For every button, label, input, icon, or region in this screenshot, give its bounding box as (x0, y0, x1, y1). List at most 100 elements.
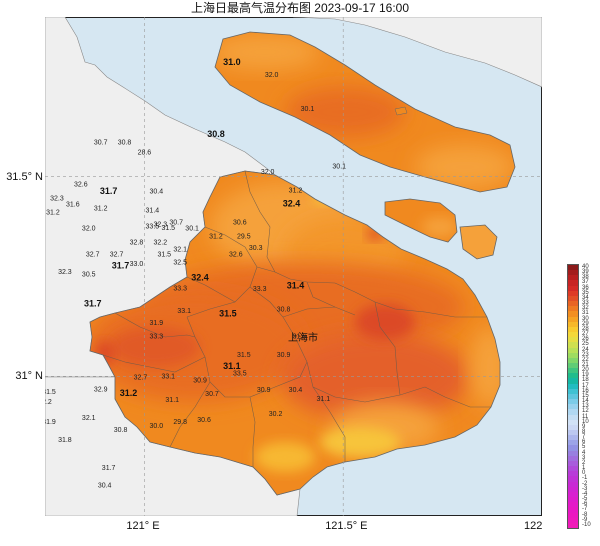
station-temp-label: 30.4 (150, 188, 164, 195)
colorbar-tick-label: 25 (582, 341, 589, 348)
colorbar-cell (568, 311, 578, 318)
station-temp-label: 32.1 (82, 415, 96, 422)
colorbar-cell (568, 357, 578, 364)
colorbar-tick-label: 38 (582, 274, 589, 281)
district-temp-label: 31.4 (287, 280, 305, 290)
colorbar-cell (568, 450, 578, 457)
colorbar-cell (568, 409, 578, 416)
colorbar-tick-label: 32 (582, 305, 589, 312)
station-temp-label: 31.1 (165, 397, 179, 404)
station-temp-label: 29.8 (173, 419, 187, 426)
station-temp-label: 31.4 (146, 208, 160, 215)
colorbar-tick-label: -4 (582, 490, 588, 497)
station-temp-label: 31.5 (237, 352, 251, 359)
colorbar-tick-label: -8 (582, 511, 588, 518)
colorbar-cell (568, 399, 578, 405)
colorbar-cell (568, 460, 578, 467)
district-temp-label: 32.4 (283, 199, 301, 209)
colorbar-tick-label: -7 (582, 506, 588, 513)
station-temp-label: 30.8 (118, 140, 132, 147)
colorbar-cell (568, 455, 578, 462)
colorbar-cell (568, 368, 578, 374)
colorbar-tick-label: 30 (582, 315, 589, 322)
station-temp-label: 32.5 (173, 260, 187, 267)
district-temp-label: 31.5 (219, 308, 237, 318)
colorbar-tick-label: -5 (582, 496, 588, 503)
station-temp-label: 29.5 (237, 234, 251, 241)
district-temp-label: 31.1 (223, 361, 241, 371)
station-temp-label: 33.5 (146, 224, 160, 231)
colorbar-cell (568, 388, 578, 395)
station-temp-label: 31.2 (94, 206, 108, 213)
y-tick-label: 31.5° N (6, 170, 43, 183)
station-temp-label: 32.1 (173, 247, 187, 254)
colorbar-tick-label: -1 (582, 475, 588, 482)
colorbar-cell (568, 295, 578, 302)
station-temp-label: 30.5 (82, 271, 96, 278)
colorbar-tick-label: 21 (582, 361, 589, 368)
station-temp-label: 30.9 (257, 387, 271, 394)
colorbar-cell (568, 301, 578, 307)
station-temp-label: 30.3 (249, 245, 263, 252)
x-tick-label: 121° E (126, 520, 160, 532)
station-temp-label: 30.2 (269, 411, 283, 418)
colorbar-tick-label: 19 (582, 372, 589, 379)
colorbar-tick-label: 14 (582, 398, 589, 405)
station-temp-label: 32.7 (134, 374, 148, 381)
station-temp-label: 31.2 (289, 188, 303, 195)
x-tick-label: 121.5° E (325, 520, 368, 532)
colorbar-tick-label: 10 (582, 418, 589, 425)
station-temp-label: 32.7 (110, 252, 124, 259)
station-temp-label: 31.1 (317, 396, 331, 403)
station-temp-label: 33.5 (233, 370, 247, 377)
colorbar-tick-label: 11 (582, 413, 589, 420)
station-temp-label: 32.9 (94, 386, 108, 393)
colorbar-tick-label: 5 (582, 444, 586, 451)
colorbar (567, 264, 579, 529)
district-temp-label: 31.7 (112, 260, 130, 270)
colorbar-cell (568, 275, 578, 282)
colorbar-cell (568, 440, 578, 447)
station-temp-label: 30.7 (169, 220, 183, 227)
district-temp-label: 31.7 (100, 186, 118, 196)
colorbar-cell (568, 497, 578, 503)
station-temp-label: 30.1 (301, 106, 315, 113)
colorbar-tick-label: 3 (582, 454, 586, 461)
colorbar-cell (568, 337, 578, 343)
station-temp-label: 32.6 (74, 182, 88, 189)
x-tick-label: 122 (524, 520, 543, 532)
colorbar-tick-label: -2 (582, 480, 588, 487)
colorbar-tick-label: 4 (582, 449, 586, 456)
station-temp-label: 33.3 (150, 333, 164, 340)
station-temp-label: 33.3 (173, 285, 187, 292)
map-title: 上海日最高气温分布图 2023-09-17 16:00 (190, 1, 410, 15)
colorbar-cell (568, 265, 578, 271)
station-temp-label: 28.6 (138, 150, 152, 157)
station-temp-label: 33.3 (253, 286, 267, 293)
colorbar-cell (568, 326, 578, 333)
station-temp-label: 31.6 (293, 333, 307, 340)
station-temp-label: 32.2 (45, 399, 52, 406)
station-temp-label: 32.0 (265, 72, 279, 79)
station-temp-label: 31.5 (161, 225, 175, 232)
colorbar-cell (568, 502, 578, 508)
station-temp-label: 31.2 (46, 210, 60, 217)
colorbar-cell (568, 270, 578, 276)
colorbar-tick-label: 40 (582, 264, 589, 270)
colorbar-tick-label: 26 (582, 336, 589, 343)
colorbar-cell (568, 512, 578, 519)
station-temp-label: 32.3 (153, 222, 167, 229)
colorbar-cell (568, 373, 578, 380)
station-temp-label: 30.8 (277, 307, 291, 314)
station-temp-label: 30.6 (197, 417, 211, 424)
station-temp-label: 30.4 (289, 387, 303, 394)
colorbar-cell (568, 517, 578, 524)
colorbar-cell (568, 362, 578, 369)
colorbar-cell (568, 424, 578, 431)
colorbar-cell (568, 430, 578, 436)
colorbar-tick-label: 36 (582, 284, 589, 291)
colorbar-cell (568, 352, 578, 359)
colorbar-cell (568, 393, 578, 400)
colorbar-cell (568, 486, 578, 493)
station-temp-label: 31.2 (209, 234, 223, 241)
